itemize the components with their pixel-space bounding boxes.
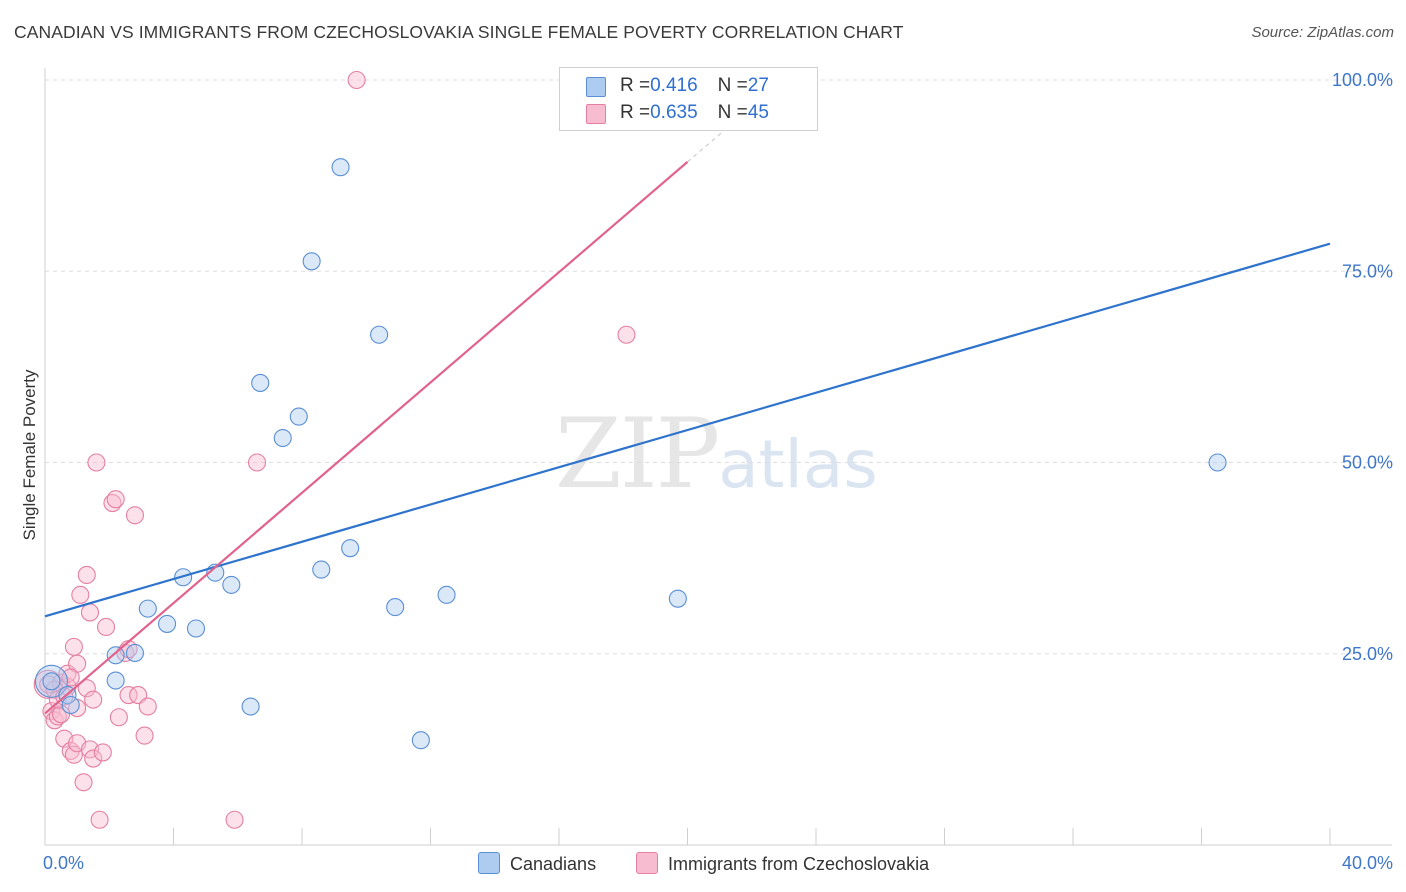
data-point <box>247 453 267 472</box>
y-tick-label: 25.0% <box>1342 644 1393 664</box>
data-point <box>64 745 83 764</box>
data-point <box>96 617 116 637</box>
legend-r-value: 0.635 <box>650 102 698 123</box>
data-point <box>106 646 125 665</box>
data-point <box>1208 453 1227 472</box>
chart-title: CANADIAN VS IMMIGRANTS FROM CZECHOSLOVAK… <box>14 22 904 42</box>
data-point <box>80 603 100 622</box>
data-point <box>251 373 270 392</box>
data-point <box>437 585 456 604</box>
source-credit: Source: ZipAtlas.com <box>1251 24 1394 41</box>
data-point <box>668 589 687 608</box>
x-tick-label: 40.0% <box>1342 853 1393 873</box>
data-point <box>42 672 61 691</box>
data-point <box>158 614 177 633</box>
data-point <box>186 619 206 638</box>
data-point <box>71 585 90 604</box>
immigrants-trend-line <box>44 161 689 715</box>
legend-n-label: N = <box>717 75 748 96</box>
data-point <box>106 490 125 509</box>
x-tick-label: 0.0% <box>43 853 84 873</box>
correlation-legend: R = 0.416 N = 27 R = 0.635 N = 45 <box>559 67 818 131</box>
data-point <box>125 506 144 525</box>
legend-n-value: 45 <box>747 102 769 123</box>
trend-lines <box>44 128 1331 715</box>
canadians-trend-line <box>44 242 1331 618</box>
data-point <box>289 407 308 426</box>
data-point <box>119 686 138 705</box>
immigrants-swatch-icon <box>586 104 606 124</box>
data-point <box>93 743 112 762</box>
watermark-atlas: atlas <box>718 426 878 503</box>
legend-n-label: N = <box>717 102 748 123</box>
data-point <box>386 598 405 617</box>
legend-r-value: 0.416 <box>650 75 698 96</box>
data-point <box>347 70 366 90</box>
y-tick-label: 75.0% <box>1342 261 1393 281</box>
data-point <box>52 705 71 724</box>
legend-n-value: 27 <box>747 75 769 96</box>
immigrants-points <box>33 70 636 829</box>
data-point <box>241 697 260 716</box>
data-point <box>225 810 244 829</box>
zipatlas-watermark: ZIPatlas <box>555 398 878 510</box>
data-point <box>273 428 292 448</box>
tick-labels: 25.0% 50.0% 75.0% 100.0% 0.0% 40.0% <box>43 70 1393 873</box>
data-point <box>84 690 103 709</box>
canadians-legend-label: Canadians <box>510 854 597 874</box>
watermark-zip: ZIP <box>555 398 720 510</box>
data-point <box>84 749 103 768</box>
data-point <box>90 810 109 829</box>
data-point <box>617 325 636 344</box>
data-point <box>87 453 106 472</box>
y-tick-label: 100.0% <box>1332 70 1393 90</box>
data-point-cluster <box>34 664 68 698</box>
bottom-legend-immigrants: Immigrants from Czechoslovakia <box>636 852 929 875</box>
data-point <box>77 565 96 585</box>
canadians-points <box>34 70 1227 750</box>
data-point <box>109 708 128 727</box>
data-point <box>61 695 80 715</box>
data-point <box>138 599 157 618</box>
canadians-swatch-icon <box>586 77 606 97</box>
axes <box>44 68 1392 846</box>
data-point <box>64 637 83 656</box>
data-point <box>341 539 360 558</box>
data-point <box>312 560 331 579</box>
data-point <box>331 158 350 177</box>
data-point <box>138 697 157 716</box>
bottom-legend-canadians: Canadians <box>478 852 596 875</box>
y-tick-label: 50.0% <box>1342 453 1393 473</box>
data-point <box>106 671 125 690</box>
data-point <box>74 773 93 792</box>
legend-r-label: R = <box>620 102 651 123</box>
immigrants-legend-icon <box>636 852 658 874</box>
data-point <box>411 731 430 750</box>
data-point <box>77 679 96 698</box>
data-point <box>222 575 241 594</box>
y-axis-label: Single Female Poverty <box>20 369 39 541</box>
data-point <box>135 726 154 745</box>
immigrants-trend-extension <box>687 128 727 163</box>
legend-r-label: R = <box>620 75 651 96</box>
data-point <box>61 668 80 687</box>
canadians-legend-icon <box>478 852 500 874</box>
data-point <box>302 252 321 271</box>
data-point <box>125 643 144 663</box>
data-point <box>370 325 389 344</box>
gridlines <box>45 79 1392 655</box>
immigrants-legend-label: Immigrants from Czechoslovakia <box>668 854 930 874</box>
